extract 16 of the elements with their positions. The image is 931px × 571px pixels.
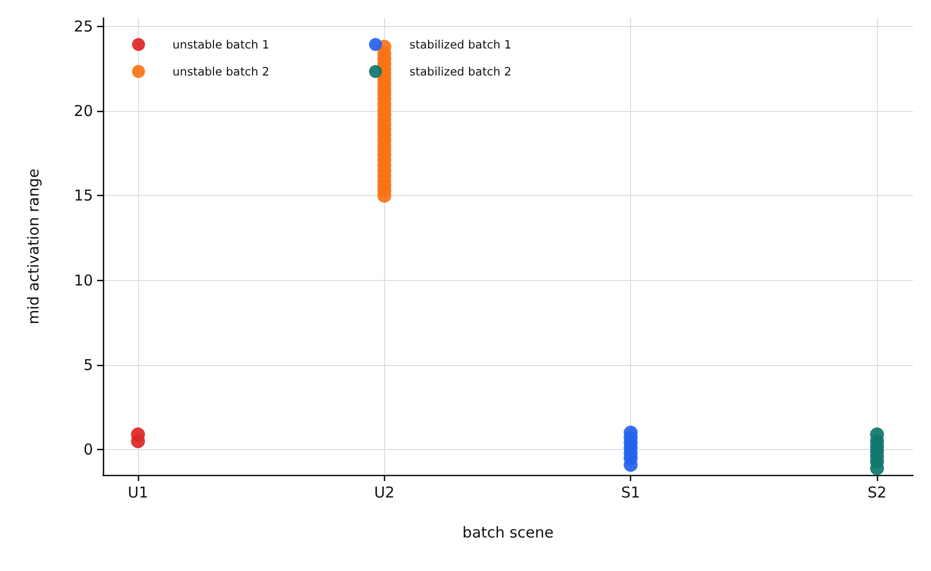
x-tick-label: S2 — [867, 484, 887, 502]
legend-label: unstable batch 2 — [172, 64, 270, 78]
y-tick-label: 20 — [74, 102, 93, 120]
x-tick-label: S1 — [621, 484, 640, 502]
y-tick-label: 15 — [74, 186, 93, 205]
x-tick-label: U2 — [374, 484, 395, 502]
y-tick-label: 5 — [83, 356, 93, 374]
x-axis-title: batch scene — [462, 524, 554, 542]
legend-label: stabilized batch 2 — [410, 64, 512, 78]
y-axis-title: mid activation range — [24, 168, 42, 324]
legend-label: unstable batch 1 — [172, 38, 270, 52]
legend-label: stabilized batch 1 — [410, 38, 512, 52]
x-tick-label: U1 — [128, 484, 148, 502]
y-tick-label: 0 — [83, 440, 93, 459]
y-tick-label: 10 — [74, 271, 93, 290]
y-tick-label: 25 — [74, 17, 93, 36]
